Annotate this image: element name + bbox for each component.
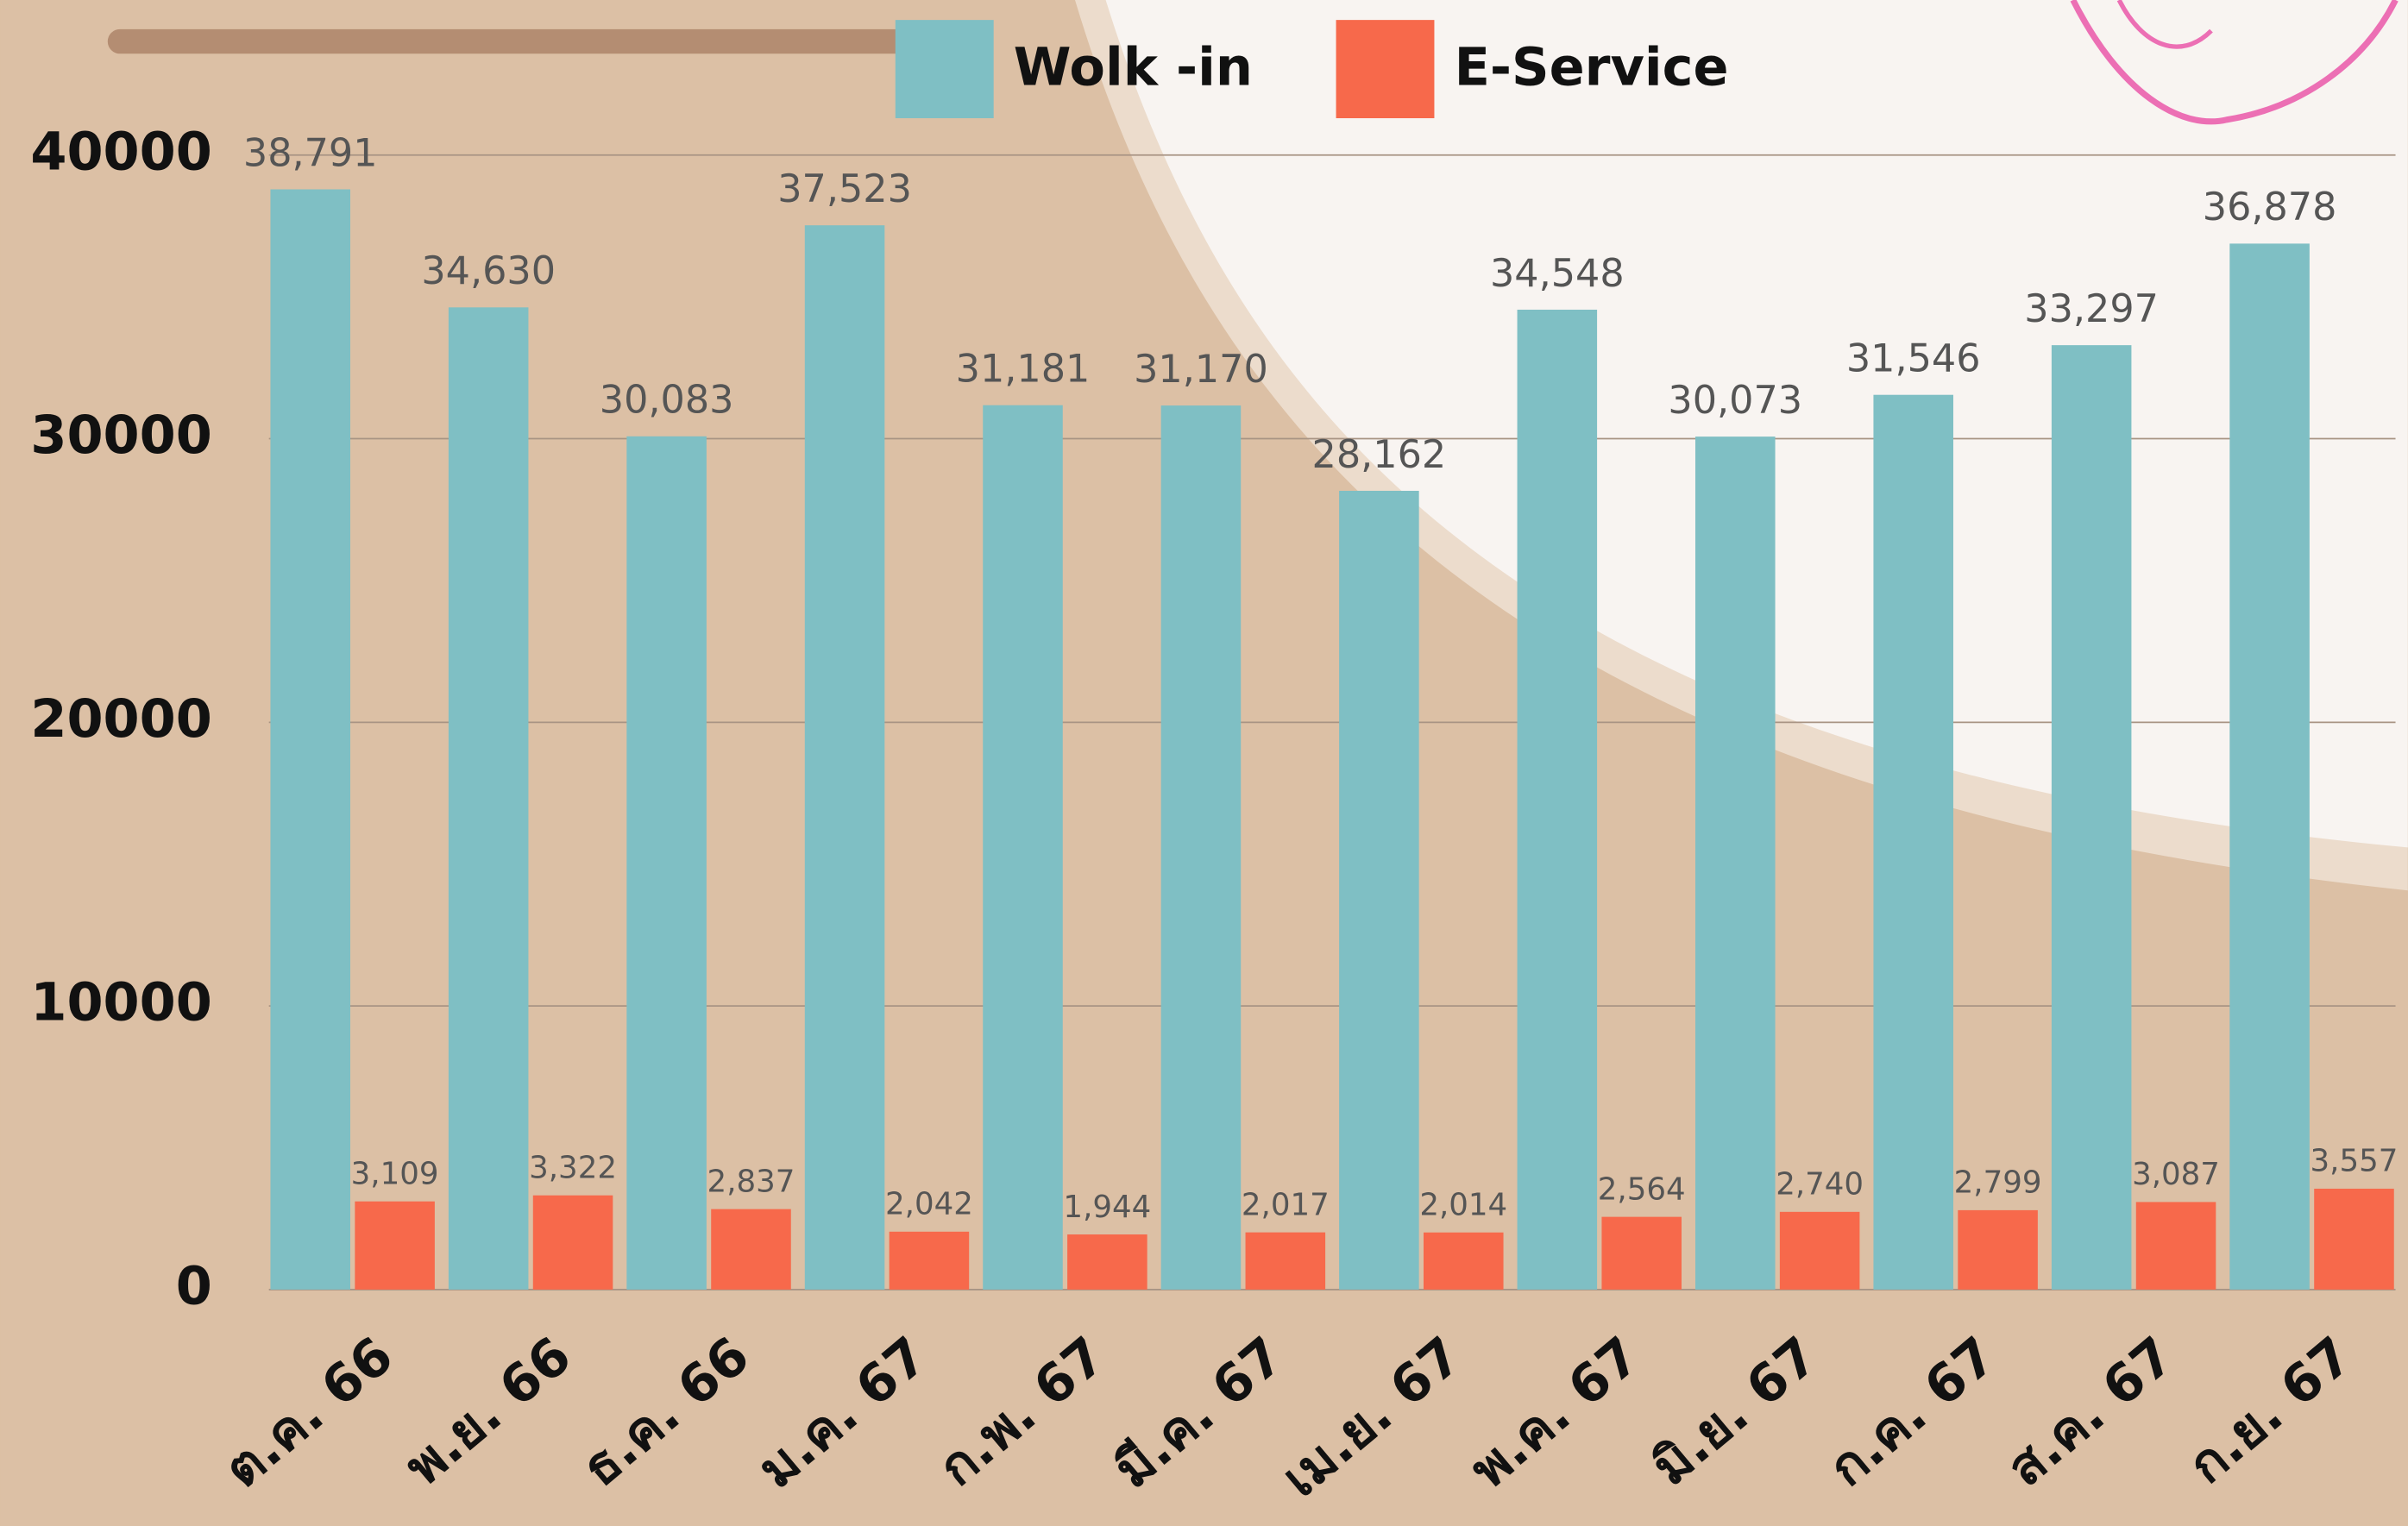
bar bbox=[1067, 1234, 1147, 1290]
value-label: 2,799 bbox=[1954, 1165, 2042, 1201]
bar bbox=[2229, 243, 2310, 1290]
value-label: 2,017 bbox=[1242, 1187, 1330, 1222]
value-label: 38,791 bbox=[243, 131, 378, 175]
bar bbox=[983, 405, 1063, 1290]
y-tick-label: 0 bbox=[176, 1257, 212, 1317]
bar bbox=[890, 1232, 970, 1290]
value-label: 3,087 bbox=[2132, 1157, 2220, 1192]
bar bbox=[1246, 1233, 1326, 1290]
value-label: 30,083 bbox=[600, 379, 734, 423]
value-label: 34,630 bbox=[421, 249, 556, 293]
bar bbox=[626, 436, 707, 1290]
page: {"chart_data": {"type": "bar", "categori… bbox=[0, 0, 2408, 1526]
bar bbox=[1780, 1212, 1860, 1290]
legend-label: E-Service bbox=[1455, 37, 1729, 97]
bar bbox=[1695, 436, 1776, 1290]
value-label: 31,546 bbox=[1846, 337, 1981, 381]
legend-label: Wolk -in bbox=[1014, 37, 1253, 97]
chart: Wolk -in E-Service 0 10000 20000 30000 40000 3… bbox=[0, 0, 2408, 1526]
value-label: 37,523 bbox=[777, 167, 912, 211]
value-label: 3,322 bbox=[529, 1150, 617, 1185]
y-tick-label: 30000 bbox=[30, 405, 211, 466]
bar bbox=[1161, 405, 1242, 1290]
value-label: 31,170 bbox=[1134, 348, 1268, 392]
bar bbox=[1339, 491, 1419, 1290]
bar bbox=[805, 225, 885, 1290]
value-label: 2,564 bbox=[1598, 1171, 1686, 1207]
value-label: 1,944 bbox=[1063, 1190, 1151, 1225]
value-label: 36,878 bbox=[2203, 185, 2337, 229]
legend-swatch bbox=[1336, 20, 1435, 118]
y-tick-label: 10000 bbox=[30, 973, 211, 1033]
bar bbox=[1873, 395, 1953, 1290]
legend-swatch bbox=[896, 20, 994, 118]
value-label: 2,042 bbox=[885, 1187, 973, 1222]
bar bbox=[1958, 1210, 2038, 1290]
y-tick-label: 40000 bbox=[30, 122, 211, 182]
bar bbox=[1424, 1233, 1504, 1290]
value-label: 3,109 bbox=[351, 1156, 439, 1191]
bar bbox=[1518, 310, 1598, 1290]
bar bbox=[449, 307, 529, 1290]
bar bbox=[2052, 345, 2132, 1290]
bar bbox=[533, 1196, 613, 1290]
bar bbox=[270, 189, 350, 1289]
value-label: 2,014 bbox=[1419, 1187, 1507, 1222]
bar bbox=[1601, 1217, 1682, 1290]
bar bbox=[2136, 1202, 2216, 1289]
value-label: 28,162 bbox=[1312, 433, 1447, 477]
value-label: 33,297 bbox=[2024, 287, 2159, 331]
bar bbox=[2314, 1189, 2394, 1290]
bar bbox=[355, 1202, 435, 1290]
value-label: 2,837 bbox=[707, 1164, 795, 1199]
value-label: 31,181 bbox=[956, 348, 1091, 392]
value-label: 3,557 bbox=[2311, 1144, 2399, 1179]
bar bbox=[711, 1209, 791, 1290]
value-label: 34,548 bbox=[1490, 252, 1625, 296]
value-label: 2,740 bbox=[1776, 1167, 1864, 1203]
y-tick-label: 20000 bbox=[30, 689, 211, 750]
value-label: 30,073 bbox=[1668, 379, 1802, 423]
